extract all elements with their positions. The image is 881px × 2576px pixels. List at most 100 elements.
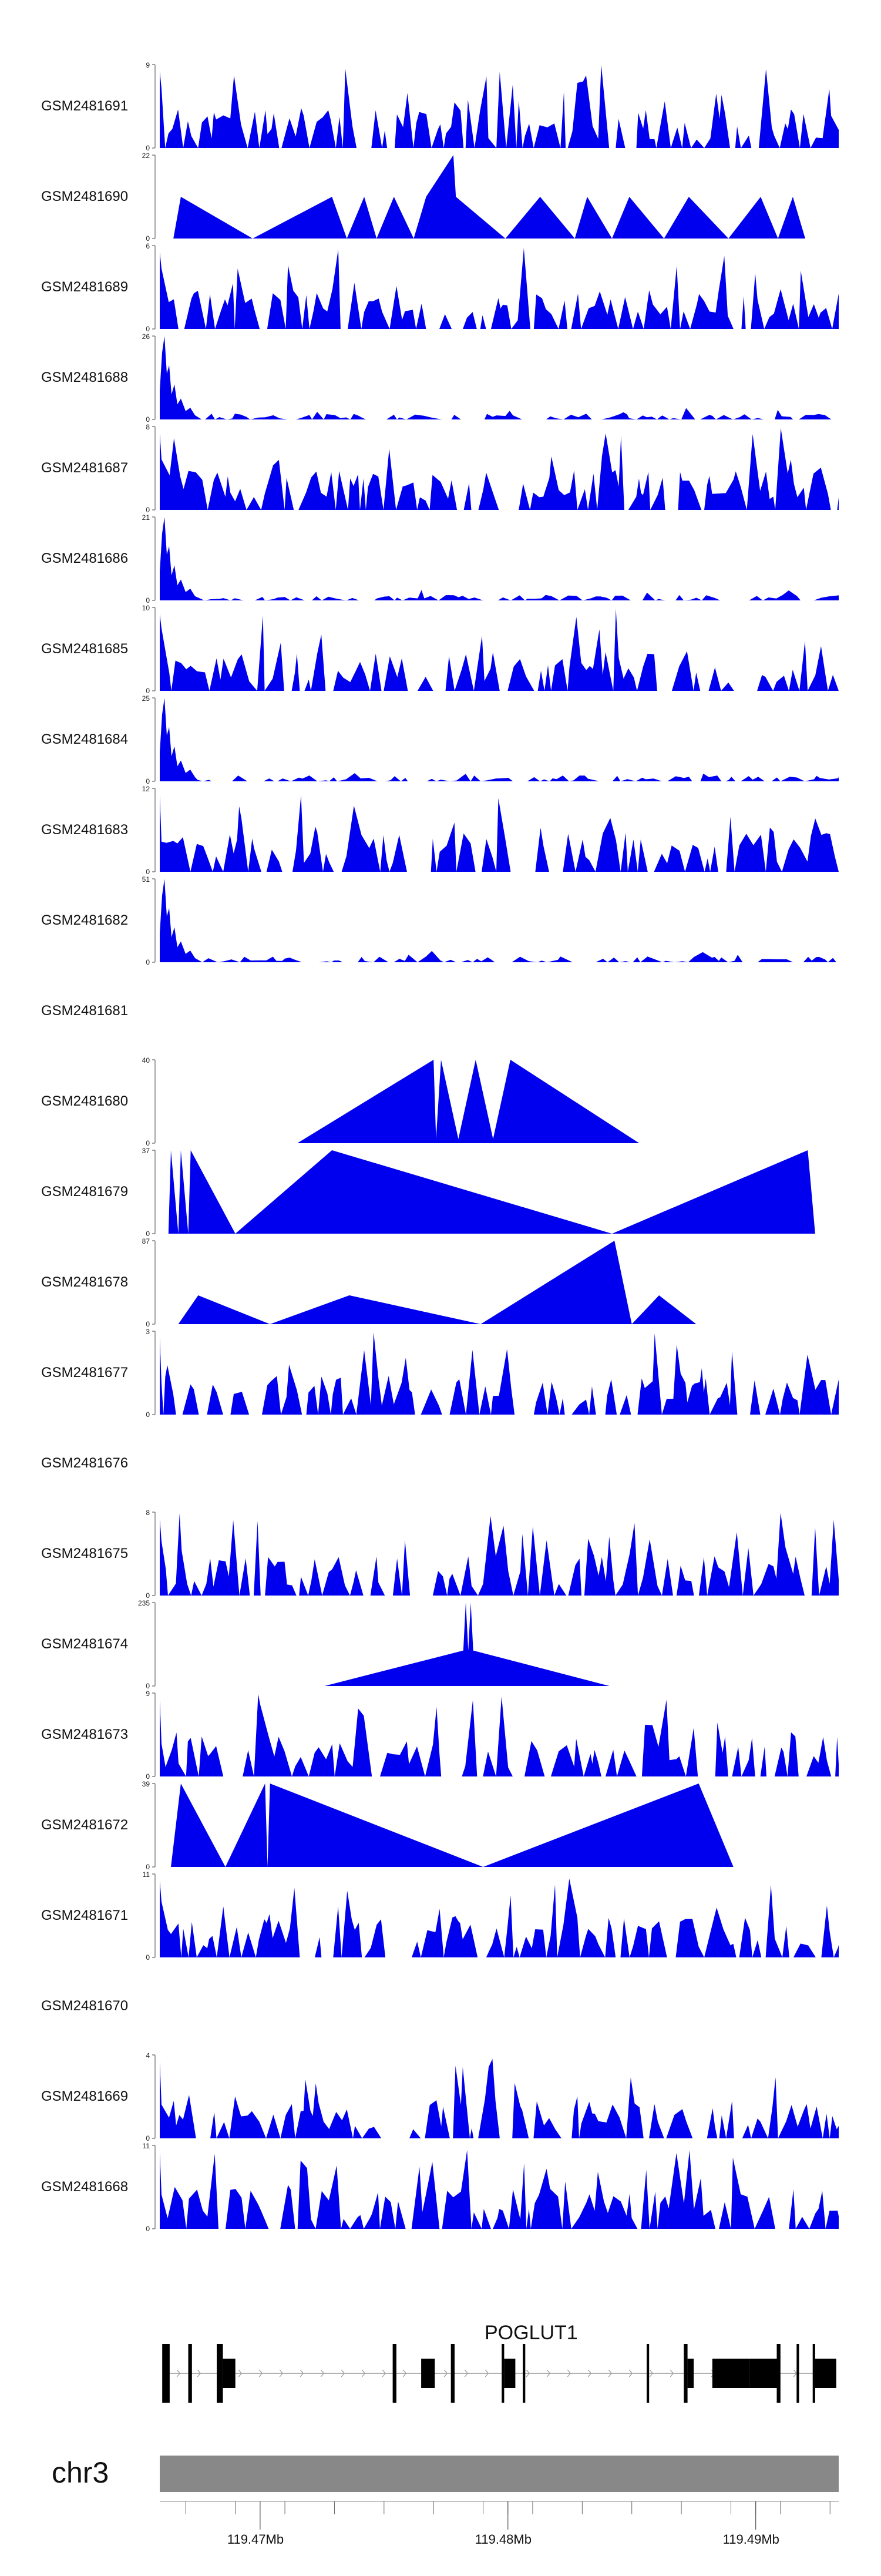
track-label-gsm2481687: GSM2481687 [41,460,129,476]
y-tick-label-max: 87 [142,1237,150,1245]
track-gsm2481685: 10 0 [142,604,839,695]
strand-arrow [526,2369,530,2377]
track-label-gsm2481670: GSM2481670 [41,1998,129,2014]
coverage-area [160,1878,839,1957]
track-label-gsm2481672: GSM2481672 [41,1817,129,1833]
y-tick-label-max: 22 [142,152,150,160]
track-label-gsm2481679: GSM2481679 [41,1184,129,1200]
y-tick-label-min: 0 [146,1772,150,1781]
y-axis: 235 0 [138,1599,156,1690]
track-label-gsm2481685: GSM2481685 [41,641,129,657]
track-gsm2481684: 25 0 [142,694,839,785]
y-tick-label-max: 9 [146,61,150,69]
y-axis: 40 [146,2051,156,2142]
track-gsm2481674: 235 0 [138,1599,610,1690]
y-tick-label-max: 8 [146,1509,150,1517]
gene-name-label: POGLUT1 [485,2322,578,2344]
chromosome-ideogram [160,2456,839,2492]
y-tick-label-max: 9 [146,1690,150,1698]
track-gsm2481680: 40 0 [142,1056,640,1147]
track-gsm2481669: 40 [146,2051,839,2142]
exon [450,2344,455,2403]
axis-tick-label: 119.49Mb [722,2532,779,2547]
coverage-area [160,609,839,691]
y-tick-label-max: 25 [142,694,150,703]
coverage-area [160,428,839,510]
track-gsm2481673: 90 [146,1690,839,1781]
track-gsm2481675: 80 [146,1509,839,1600]
exon [162,2344,170,2403]
y-tick-label-min: 0 [146,1320,150,1328]
track-label-gsm2481691: GSM2481691 [41,98,129,114]
y-axis: 40 0 [142,1056,156,1147]
track-gsm2481687: 80 [146,423,839,514]
exon [504,2359,516,2388]
y-tick-label-min: 0 [146,2134,150,2142]
track-gsm2481668: 11 0 [143,2142,839,2233]
y-axis: 37 0 [142,1147,156,1238]
axis-tick-label: 119.48Mb [475,2532,532,2547]
coverage-area [160,1513,839,1596]
y-tick-label-max: 12 [142,785,150,793]
coverage-area [324,1603,610,1686]
exon [712,2359,750,2388]
y-tick-label-max: 39 [142,1780,150,1788]
track-gsm2481691: 90 [146,61,839,152]
track-label-gsm2481673: GSM2481673 [41,1727,129,1742]
gene-model [162,2344,836,2403]
y-tick-label-max: 37 [142,1147,150,1155]
y-tick-label-max: 3 [146,1328,150,1336]
strand-arrow [567,2369,571,2377]
exon [776,2344,781,2403]
y-axis: 10 0 [142,604,156,695]
exon [502,2344,505,2403]
track-label-gsm2481680: GSM2481680 [41,1093,129,1109]
y-axis: 11 0 [143,1870,156,1962]
exon [647,2344,650,2403]
strand-arrow [402,2369,407,2377]
y-tick-label-min: 0 [146,1230,150,1238]
coverage-area [173,155,806,239]
strand-arrow [258,2369,263,2377]
exon [812,2344,815,2403]
track-label-gsm2481674: GSM2481674 [41,1636,129,1652]
y-axis: 90 [146,61,156,152]
y-axis: 22 0 [142,152,156,243]
coverage-area [160,879,839,962]
y-tick-label-min: 0 [146,958,150,966]
track-gsm2481688: 26 0 [142,333,839,424]
track-label-gsm2481678: GSM2481678 [41,1274,129,1290]
strand-arrow [546,2369,551,2377]
track-label-gsm2481675: GSM2481675 [41,1546,129,1561]
strand-arrow [341,2369,345,2377]
y-tick-label-max: 11 [143,2142,150,2150]
y-tick-label-max: 8 [146,423,150,431]
strand-arrow [320,2369,325,2377]
chromosome-label: chr3 [52,2456,109,2489]
track-label-gsm2481684: GSM2481684 [41,731,129,747]
y-tick-label-max: 6 [146,242,150,250]
coverage-area [160,336,839,419]
y-tick-label-max: 21 [142,513,150,522]
track-label-gsm2481688: GSM2481688 [41,370,129,385]
exon [392,2344,396,2403]
strand-arrow [649,2369,654,2377]
y-axis: 80 [146,423,156,514]
track-gsm2481678: 87 0 [142,1237,697,1328]
track-gsm2481671: 11 0 [143,1870,839,1962]
coverage-area [171,1784,734,1867]
exon [687,2359,694,2388]
y-axis: 60 [146,242,156,333]
y-tick-label-max: 11 [143,1870,150,1879]
y-tick-label-max: 40 [142,1056,150,1064]
y-tick-label-min: 0 [146,1682,150,1690]
exon [217,2344,223,2403]
coverage-area [160,248,839,329]
y-axis: 90 [146,1690,156,1781]
strand-arrow [197,2369,201,2377]
strand-arrow [176,2369,181,2377]
track-label-gsm2481668: GSM2481668 [41,2179,129,2195]
track-label-gsm2481689: GSM2481689 [41,279,129,295]
